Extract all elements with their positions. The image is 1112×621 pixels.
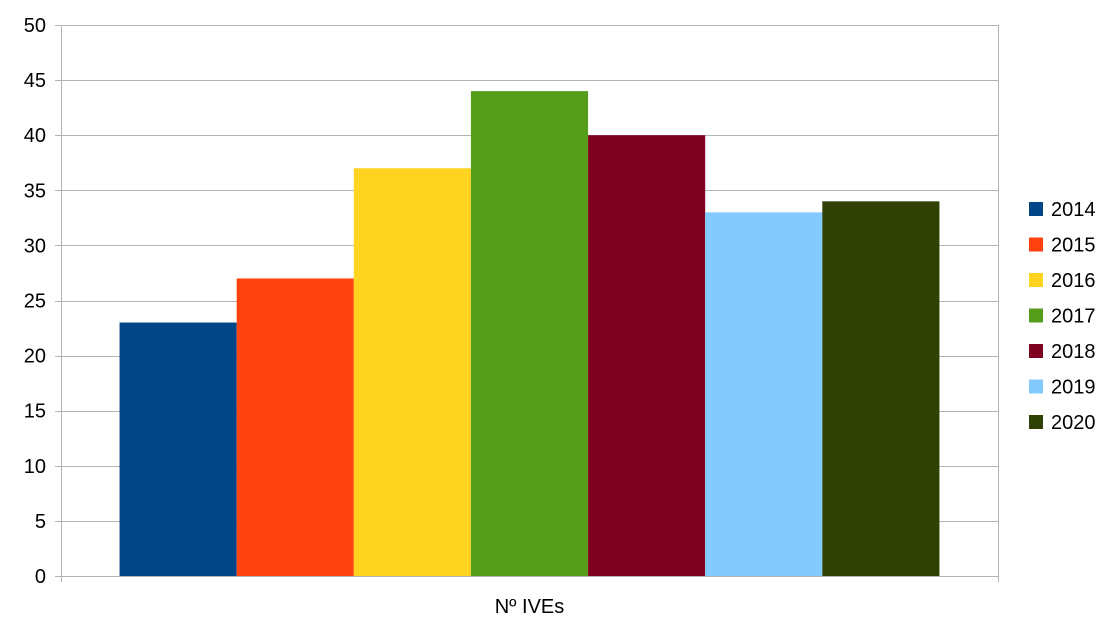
y-tick-label: 25: [24, 291, 46, 313]
legend-label-2017: 2017: [1051, 306, 1096, 328]
legend-label-2015: 2015: [1051, 235, 1096, 257]
y-tick-label: 0: [35, 566, 46, 588]
legend: 2014 2015 2016 2017 2018 2019 2020: [1029, 199, 1096, 434]
legend-swatch-2015: [1029, 237, 1043, 252]
bar-2020: [822, 201, 940, 576]
y-tick-label: 50: [24, 15, 46, 37]
legend-swatch-2018: [1029, 344, 1043, 358]
legend-swatch-2019: [1029, 379, 1043, 394]
x-category-label: Nº IVEs: [495, 596, 565, 618]
bar-2014: [119, 322, 237, 576]
bar-2018: [588, 135, 706, 576]
y-tick-label: 35: [24, 180, 46, 202]
legend-swatch-2014: [1029, 202, 1043, 216]
y-tick-label: 40: [24, 125, 46, 147]
legend-label-2016: 2016: [1051, 270, 1096, 292]
x-category-labels: Nº IVEs: [495, 596, 565, 618]
legend-label-2020: 2020: [1051, 412, 1096, 434]
axes: [55, 25, 999, 582]
y-tick-label: 5: [35, 511, 46, 533]
legend-swatch-2016: [1029, 273, 1043, 287]
legend-label-2014: 2014: [1051, 199, 1096, 221]
y-tick-label: 20: [24, 346, 46, 368]
legend-swatch-2020: [1029, 415, 1043, 429]
y-tick-label: 30: [24, 235, 46, 257]
bar-2015: [236, 278, 354, 576]
y-tick-labels: 0 5 10 15 20 25 30 35 40 45 50: [24, 15, 46, 588]
y-tick-label: 45: [24, 70, 46, 92]
y-tick-label: 10: [24, 456, 46, 478]
bars: [119, 91, 940, 577]
legend-label-2019: 2019: [1051, 377, 1096, 399]
legend-label-2018: 2018: [1051, 341, 1096, 363]
y-tick-label: 15: [24, 401, 46, 423]
legend-swatch-2017: [1029, 308, 1043, 323]
bar-2019: [705, 212, 823, 576]
bar-2016: [353, 168, 471, 576]
bar-2017: [470, 91, 589, 577]
